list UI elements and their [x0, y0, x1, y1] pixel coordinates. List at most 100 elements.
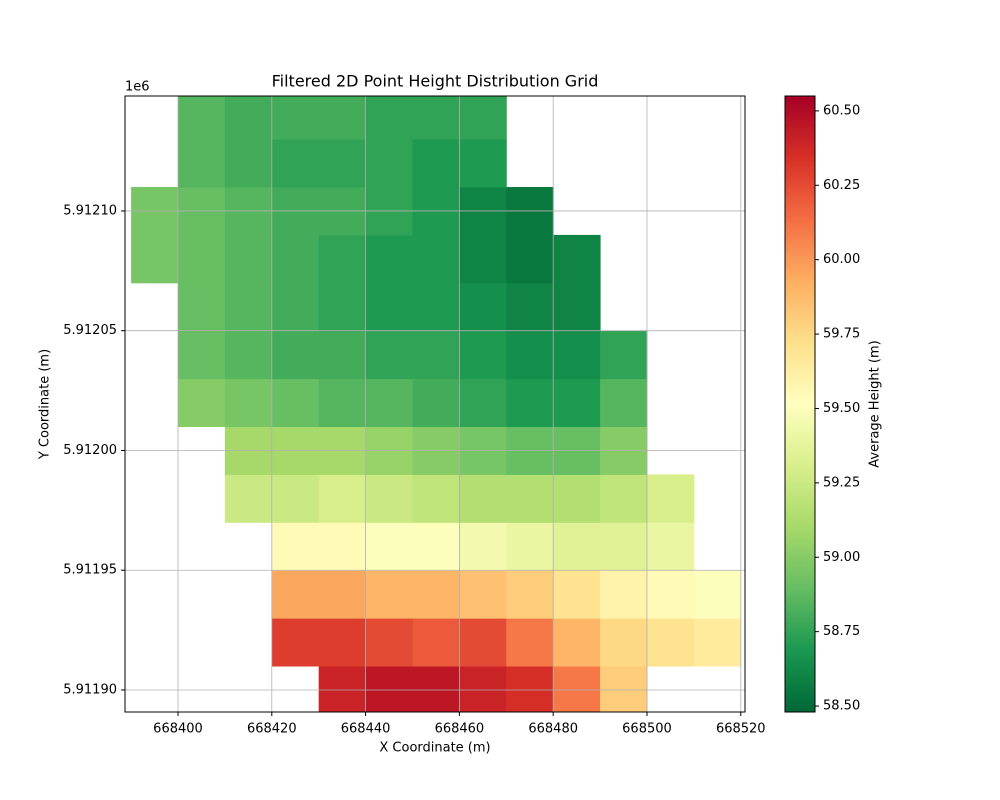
- heatmap-cell: [553, 378, 601, 428]
- y-offset-label: 1e6: [125, 80, 150, 95]
- y-tick-label: 5.91205: [63, 323, 117, 338]
- heatmap-cell: [693, 570, 742, 619]
- heatmap-cell: [365, 474, 413, 523]
- colorbar-tick-label: 60.50: [823, 103, 860, 118]
- heatmap-cell: [318, 282, 367, 332]
- heatmap-cell: [365, 96, 413, 140]
- heatmap-cell: [224, 330, 273, 380]
- heatmap-cell: [318, 330, 367, 380]
- heatmap-cell: [131, 234, 179, 284]
- heatmap-cell: [318, 96, 367, 140]
- x-tick-label: 668460: [435, 722, 485, 737]
- heatmap-cell: [271, 618, 320, 667]
- heatmap-cell: [600, 522, 648, 571]
- heatmap-cell: [318, 234, 367, 284]
- heatmap-cell: [271, 522, 320, 571]
- heatmap-cell: [553, 330, 601, 380]
- heatmap-cell: [600, 378, 648, 428]
- heatmap-cell: [459, 234, 507, 284]
- heatmap-cell: [271, 330, 320, 380]
- y-tick-label: 5.91195: [63, 563, 117, 578]
- heatmap-cell: [553, 570, 601, 619]
- heatmap-cell: [318, 378, 367, 428]
- heatmap-cell: [224, 234, 273, 284]
- heatmap-cell: [459, 330, 507, 380]
- chart-title: Filtered 2D Point Height Distribution Gr…: [272, 72, 599, 91]
- heatmap-cell: [271, 282, 320, 332]
- heatmap-cell: [365, 618, 413, 667]
- heatmap-cell: [459, 522, 507, 571]
- heatmap-cell: [271, 378, 320, 428]
- x-tick-label: 668500: [622, 722, 672, 737]
- heatmap-cell: [646, 474, 695, 523]
- heatmap-cell: [646, 570, 695, 619]
- heatmap-cell: [365, 234, 413, 284]
- heatmap-cell: [459, 618, 507, 667]
- heatmap-cell: [412, 378, 460, 428]
- heatmap-cell: [365, 666, 413, 712]
- heatmap-cell: [412, 570, 460, 619]
- heatmap-cell: [365, 139, 413, 188]
- heatmap-cell: [459, 570, 507, 619]
- heatmap-cell: [506, 234, 554, 284]
- heatmap-cell: [412, 474, 460, 523]
- heatmap-cell: [177, 330, 226, 380]
- heatmap-cell: [459, 96, 507, 140]
- heatmap-cell: [459, 282, 507, 332]
- heatmap-cell: [177, 139, 226, 188]
- heatmap: [131, 96, 742, 712]
- heatmap-cell: [224, 378, 273, 428]
- heatmap-cell: [506, 666, 554, 712]
- heatmap-cell: [224, 282, 273, 332]
- heatmap-cell: [224, 474, 273, 523]
- heatmap-cell: [177, 378, 226, 428]
- colorbar-tick-label: 58.75: [823, 624, 860, 639]
- heatmap-cell: [459, 139, 507, 188]
- colorbar-tick-label: 58.50: [823, 699, 860, 714]
- colorbar-label: Average Height (m): [868, 340, 883, 467]
- heatmap-cell: [365, 522, 413, 571]
- heatmap-cell: [318, 139, 367, 188]
- heatmap-cell: [600, 666, 648, 712]
- colorbar-tick-label: 60.25: [823, 178, 860, 193]
- colorbar-tick-label: 60.00: [823, 252, 860, 267]
- heatmap-cell: [553, 618, 601, 667]
- heatmap-cell: [600, 474, 648, 523]
- colorbar-tick-label: 59.00: [823, 550, 860, 565]
- heatmap-cell: [412, 330, 460, 380]
- colorbar-tick-label: 59.25: [823, 475, 860, 490]
- heatmap-cell: [459, 474, 507, 523]
- heatmap-cell: [553, 522, 601, 571]
- heatmap-cell: [318, 570, 367, 619]
- heatmap-cell: [365, 330, 413, 380]
- heatmap-cell: [553, 474, 601, 523]
- heatmap-cell: [693, 618, 742, 667]
- heatmap-cell: [646, 522, 695, 571]
- heatmap-cell: [318, 522, 367, 571]
- colorbar: [784, 95, 816, 713]
- x-axis-label: X Coordinate (m): [379, 741, 490, 756]
- heatmap-cell: [600, 330, 648, 380]
- grid: [125, 96, 745, 712]
- heatmap-cell: [365, 282, 413, 332]
- heatmap-cell: [412, 522, 460, 571]
- heatmap-cell: [459, 378, 507, 428]
- heatmap-cell: [412, 96, 460, 140]
- heatmap-cell: [412, 234, 460, 284]
- heatmap-cell: [224, 96, 273, 140]
- heatmap-cell: [600, 570, 648, 619]
- heatmap-cell: [506, 570, 554, 619]
- heatmap-cell: [553, 666, 601, 712]
- plot-frame: [124, 95, 746, 713]
- x-tick-label: 668420: [247, 722, 297, 737]
- heatmap-cell: [506, 474, 554, 523]
- heatmap-cell: [506, 330, 554, 380]
- heatmap-cell: [177, 282, 226, 332]
- heatmap-cell: [271, 234, 320, 284]
- heatmap-cell: [271, 474, 320, 523]
- x-tick-label: 668440: [341, 722, 391, 737]
- heatmap-cell: [318, 666, 367, 712]
- heatmap-cell: [553, 282, 601, 332]
- heatmap-cell: [506, 378, 554, 428]
